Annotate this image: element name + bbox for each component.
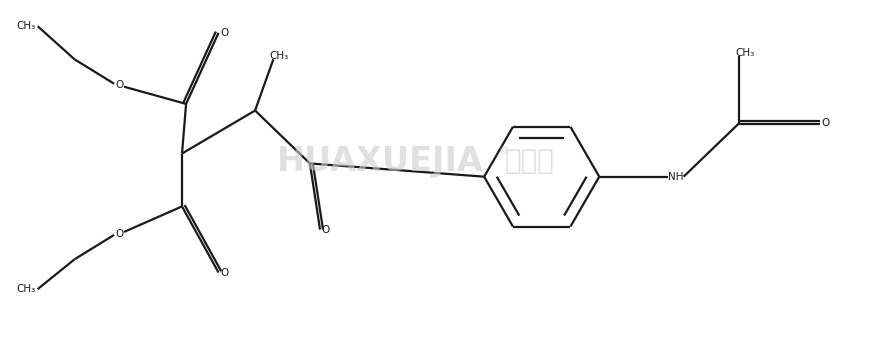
Text: O: O <box>322 225 330 235</box>
Text: HUAXUEJIA: HUAXUEJIA <box>277 145 484 178</box>
Text: O: O <box>220 28 229 38</box>
Text: 化学加: 化学加 <box>504 147 554 175</box>
Text: O: O <box>822 118 830 128</box>
Text: NH: NH <box>668 172 684 182</box>
Text: ®: ® <box>499 146 510 156</box>
Text: CH₃: CH₃ <box>16 284 35 294</box>
Text: CH₃: CH₃ <box>735 48 754 58</box>
Text: CH₃: CH₃ <box>269 51 289 61</box>
Text: O: O <box>220 268 229 278</box>
Text: O: O <box>115 80 123 90</box>
Text: O: O <box>115 229 123 239</box>
Text: CH₃: CH₃ <box>16 21 35 31</box>
